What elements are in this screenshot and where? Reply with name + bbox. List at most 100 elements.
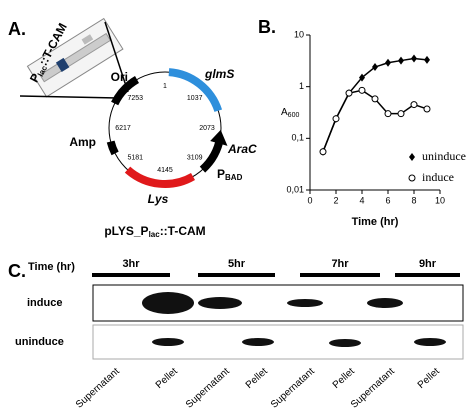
position-label: 1 bbox=[163, 83, 167, 90]
lane-label: Supernatant bbox=[74, 366, 122, 411]
feature-label: glmS bbox=[204, 67, 234, 81]
marker bbox=[410, 101, 418, 109]
position-label: 6217 bbox=[115, 125, 131, 132]
blot-band bbox=[329, 339, 361, 347]
text: glmS bbox=[204, 67, 234, 81]
lane-label: Pellet bbox=[331, 366, 357, 391]
lane-label: Pellet bbox=[154, 366, 180, 391]
inset-part bbox=[55, 57, 70, 72]
text: AraC bbox=[227, 142, 257, 156]
blot-box bbox=[92, 284, 464, 322]
marker bbox=[332, 115, 340, 123]
construct-inset bbox=[26, 17, 124, 98]
inset-gene bbox=[39, 32, 112, 83]
feature-label: Amp bbox=[69, 135, 96, 149]
position-label: 3109 bbox=[187, 155, 203, 162]
text: pLYS_P bbox=[104, 224, 148, 238]
marker bbox=[359, 73, 365, 82]
legend-marker bbox=[409, 153, 415, 161]
lane-label: Supernatant bbox=[184, 366, 232, 411]
x-tick-label: 10 bbox=[435, 195, 445, 205]
x-tick-label: 2 bbox=[333, 195, 338, 205]
time-point: 3hr bbox=[122, 258, 140, 270]
position-label: 2073 bbox=[199, 125, 215, 132]
text: BAD bbox=[225, 173, 243, 182]
blot-band bbox=[414, 338, 446, 346]
time-point: 7hr bbox=[331, 258, 349, 270]
marker bbox=[398, 56, 404, 65]
x-tick-label: 4 bbox=[359, 195, 364, 205]
plasmid-feature bbox=[106, 140, 119, 156]
zoom-line bbox=[19, 95, 119, 99]
time-point: 5hr bbox=[228, 258, 246, 270]
time-bar bbox=[198, 273, 275, 277]
plasmid-feature bbox=[168, 68, 223, 113]
feature-label: Lys bbox=[148, 192, 169, 206]
y-tick-label: 0,1 bbox=[291, 133, 304, 143]
blot-band bbox=[152, 338, 184, 346]
plasmid-feature bbox=[111, 76, 140, 106]
time-point: 9hr bbox=[419, 258, 437, 270]
position-label: 1037 bbox=[187, 95, 203, 102]
text: ::T-CAM bbox=[160, 224, 206, 238]
feature-label: Ori bbox=[111, 70, 128, 84]
time-label: Time (hr) bbox=[28, 261, 75, 273]
plasmid-caption: pLYS_Plac::T-CAM bbox=[104, 224, 205, 239]
row-label: induce bbox=[27, 297, 62, 309]
row-label: uninduce bbox=[15, 336, 64, 348]
marker bbox=[423, 105, 431, 113]
marker bbox=[411, 54, 417, 63]
y-tick-label: 1 bbox=[299, 81, 304, 91]
marker bbox=[358, 86, 366, 94]
lane-label: Supernatant bbox=[349, 366, 397, 411]
panel-label: C. bbox=[8, 261, 26, 281]
inset-part bbox=[81, 34, 94, 45]
marker bbox=[424, 55, 430, 64]
lane-label: Supernatant bbox=[269, 366, 317, 411]
text: A bbox=[281, 107, 288, 118]
x-tick-label: 8 bbox=[411, 195, 416, 205]
position-label: 4145 bbox=[157, 167, 173, 174]
feature-label: AraC bbox=[227, 142, 257, 156]
marker bbox=[371, 95, 379, 103]
feature-label: PBAD bbox=[217, 167, 243, 182]
lane-label: Pellet bbox=[244, 366, 270, 391]
plasmid-feature bbox=[124, 166, 195, 188]
marker bbox=[384, 110, 392, 118]
time-bar bbox=[300, 273, 380, 277]
x-tick-label: 6 bbox=[385, 195, 390, 205]
blot-box bbox=[92, 324, 464, 360]
text: Lys bbox=[148, 192, 169, 206]
x-tick-label: 0 bbox=[307, 195, 312, 205]
lane-label: Pellet bbox=[416, 366, 442, 391]
legend-label: uninduce bbox=[422, 149, 466, 163]
panel-label: A. bbox=[8, 19, 26, 39]
legend-label: induce bbox=[422, 170, 454, 184]
marker bbox=[319, 148, 327, 156]
text: Ori bbox=[111, 70, 128, 84]
marker bbox=[345, 89, 353, 97]
x-axis-label: Time (hr) bbox=[352, 216, 399, 228]
text: P bbox=[217, 167, 225, 181]
blot-band bbox=[367, 298, 403, 308]
marker bbox=[372, 63, 378, 72]
text: Amp bbox=[69, 135, 96, 149]
panel-label: B. bbox=[258, 17, 276, 37]
position-label: 5181 bbox=[128, 155, 144, 162]
marker bbox=[385, 58, 391, 67]
time-bar bbox=[395, 273, 460, 277]
zoom-line bbox=[104, 21, 129, 93]
text: 600 bbox=[288, 112, 300, 119]
position-label: 7253 bbox=[128, 95, 144, 102]
arrowhead bbox=[210, 129, 228, 146]
blot-band bbox=[198, 297, 242, 309]
blot-band bbox=[242, 338, 274, 346]
text: lac bbox=[149, 230, 161, 239]
marker bbox=[397, 110, 405, 118]
y-axis-label: A600 bbox=[281, 107, 299, 119]
time-bar bbox=[92, 273, 170, 277]
blot-band bbox=[287, 299, 323, 307]
y-tick-label: 10 bbox=[294, 29, 304, 39]
blot-band bbox=[142, 292, 194, 314]
